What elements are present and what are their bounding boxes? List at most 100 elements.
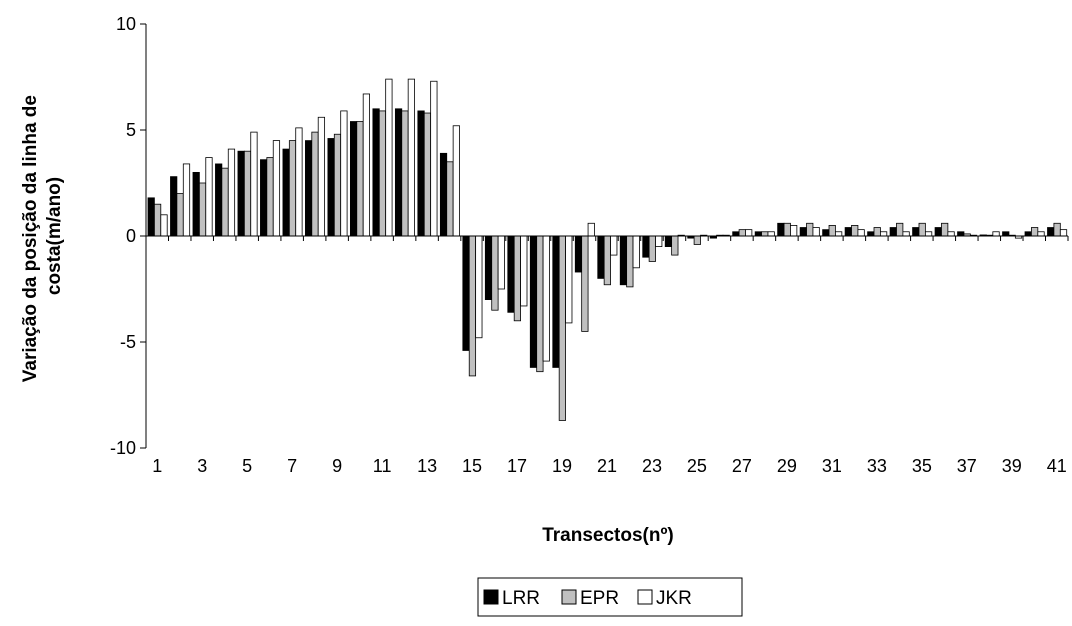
y-tick-label: 10 (116, 14, 136, 34)
bar-lrr-39 (1002, 231, 1010, 237)
bar-lrr-23 (642, 235, 650, 258)
bar-epr-22 (626, 235, 634, 288)
y-tick-label: -10 (110, 438, 136, 458)
bar-epr-8 (311, 131, 319, 237)
bar-lrr-33 (867, 231, 875, 237)
bar-jkr-36 (947, 231, 955, 237)
x-tick-label: 31 (822, 456, 842, 476)
bar-epr-27 (738, 229, 746, 237)
bar-jkr-29 (790, 224, 798, 237)
bar-jkr-6 (272, 140, 281, 237)
bar-lrr-31 (822, 229, 830, 237)
x-tick-label: 1 (152, 456, 162, 476)
bar-epr-28 (761, 231, 769, 237)
bar-epr-14 (446, 161, 454, 237)
bar-epr-33 (873, 227, 881, 237)
bar-epr-23 (648, 235, 656, 262)
bar-epr-25 (693, 235, 701, 245)
bar-jkr-38 (992, 231, 1000, 237)
bar-jkr-21 (610, 235, 618, 256)
bar-jkr-33 (880, 231, 888, 237)
legend-label-lrr: LRR (502, 588, 540, 609)
bar-jkr-27 (745, 229, 753, 237)
bar-epr-20 (581, 235, 589, 332)
bar-lrr-3 (192, 171, 200, 237)
bar-epr-35 (918, 222, 926, 237)
bar-epr-19 (558, 235, 566, 421)
bar-lrr-9 (327, 138, 335, 237)
bar-lrr-6 (260, 159, 268, 237)
bar-epr-6 (266, 157, 274, 237)
bar-epr-10 (356, 121, 364, 237)
bar-epr-40 (1031, 227, 1039, 237)
bar-epr-15 (468, 235, 477, 377)
bar-lrr-19 (552, 235, 560, 368)
bar-lrr-37 (957, 231, 965, 237)
bar-epr-2 (176, 193, 184, 237)
bar-lrr-34 (889, 227, 897, 237)
bar-jkr-19 (565, 235, 573, 324)
bar-lrr-36 (934, 227, 942, 237)
legend-swatch-epr (561, 589, 577, 605)
x-tick-label: 7 (287, 456, 297, 476)
x-axis-title: Transectos(nº) (542, 525, 674, 546)
x-tick-label: 11 (373, 456, 392, 476)
bar-jkr-18 (542, 235, 550, 362)
bar-epr-13 (423, 112, 432, 237)
bar-epr-36 (941, 222, 949, 237)
x-tick-label: 37 (957, 456, 977, 476)
y-axis-ticks: 10 5 0 -5 -10 (110, 14, 146, 458)
y-tick-label: 0 (126, 226, 136, 246)
legend: LRR EPR JKR (477, 577, 743, 617)
bar-jkr-5 (250, 131, 258, 237)
bar-lrr-28 (754, 231, 762, 237)
y-tick-label: -5 (120, 332, 136, 352)
bar-lrr-1 (147, 197, 155, 237)
bar-lrr-21 (597, 235, 605, 279)
bar-lrr-30 (799, 227, 807, 237)
x-tick-label: 15 (462, 456, 482, 476)
bar-epr-9 (333, 133, 342, 237)
legend-swatch-jkr (637, 589, 653, 605)
bar-jkr-16 (497, 235, 505, 290)
bar-epr-29 (783, 222, 791, 237)
x-tick-label: 19 (552, 456, 572, 476)
bar-lrr-20 (574, 235, 583, 273)
bar-lrr-5 (237, 150, 245, 237)
bar-lrr-27 (732, 231, 740, 237)
bar-lrr-14 (439, 152, 448, 237)
x-tick-label: 25 (687, 456, 707, 476)
x-tick-label: 5 (242, 456, 252, 476)
bar-lrr-11 (372, 108, 380, 237)
bar-epr-41 (1053, 222, 1061, 237)
bar-jkr-22 (632, 235, 640, 269)
bar-epr-3 (198, 182, 207, 237)
bar-jkr-15 (475, 235, 483, 339)
bar-epr-5 (243, 150, 252, 237)
bar-jkr-32 (857, 229, 865, 237)
bars-group (147, 78, 1068, 421)
x-tick-label: 21 (597, 456, 617, 476)
x-axis-ticks: 1 3 5 7 9 11 13 15 17 19 21 23 25 27 29 31 33 35 37 39 41 (145, 236, 1069, 476)
bar-epr-1 (153, 203, 162, 237)
bar-jkr-4 (227, 148, 236, 237)
x-tick-label: 17 (507, 456, 527, 476)
x-tick-label: 27 (732, 456, 752, 476)
bar-jkr-30 (812, 227, 820, 237)
bar-jkr-23 (655, 235, 663, 248)
bar-lrr-2 (170, 176, 178, 237)
bar-epr-30 (806, 222, 814, 237)
bar-jkr-28 (767, 231, 775, 237)
bar-jkr-10 (362, 93, 370, 237)
bar-epr-17 (513, 235, 522, 322)
bar-epr-21 (603, 235, 611, 286)
bar-jkr-20 (587, 222, 595, 237)
bar-jkr-8 (317, 116, 326, 237)
bar-lrr-13 (417, 110, 425, 237)
bar-epr-31 (828, 224, 836, 237)
bar-lrr-15 (462, 235, 470, 351)
y-axis-title-line-1: Variação da posição da linha de (20, 95, 41, 382)
x-tick-label: 13 (417, 456, 437, 476)
y-axis-title-line-2: costa(m/ano) (44, 177, 65, 295)
